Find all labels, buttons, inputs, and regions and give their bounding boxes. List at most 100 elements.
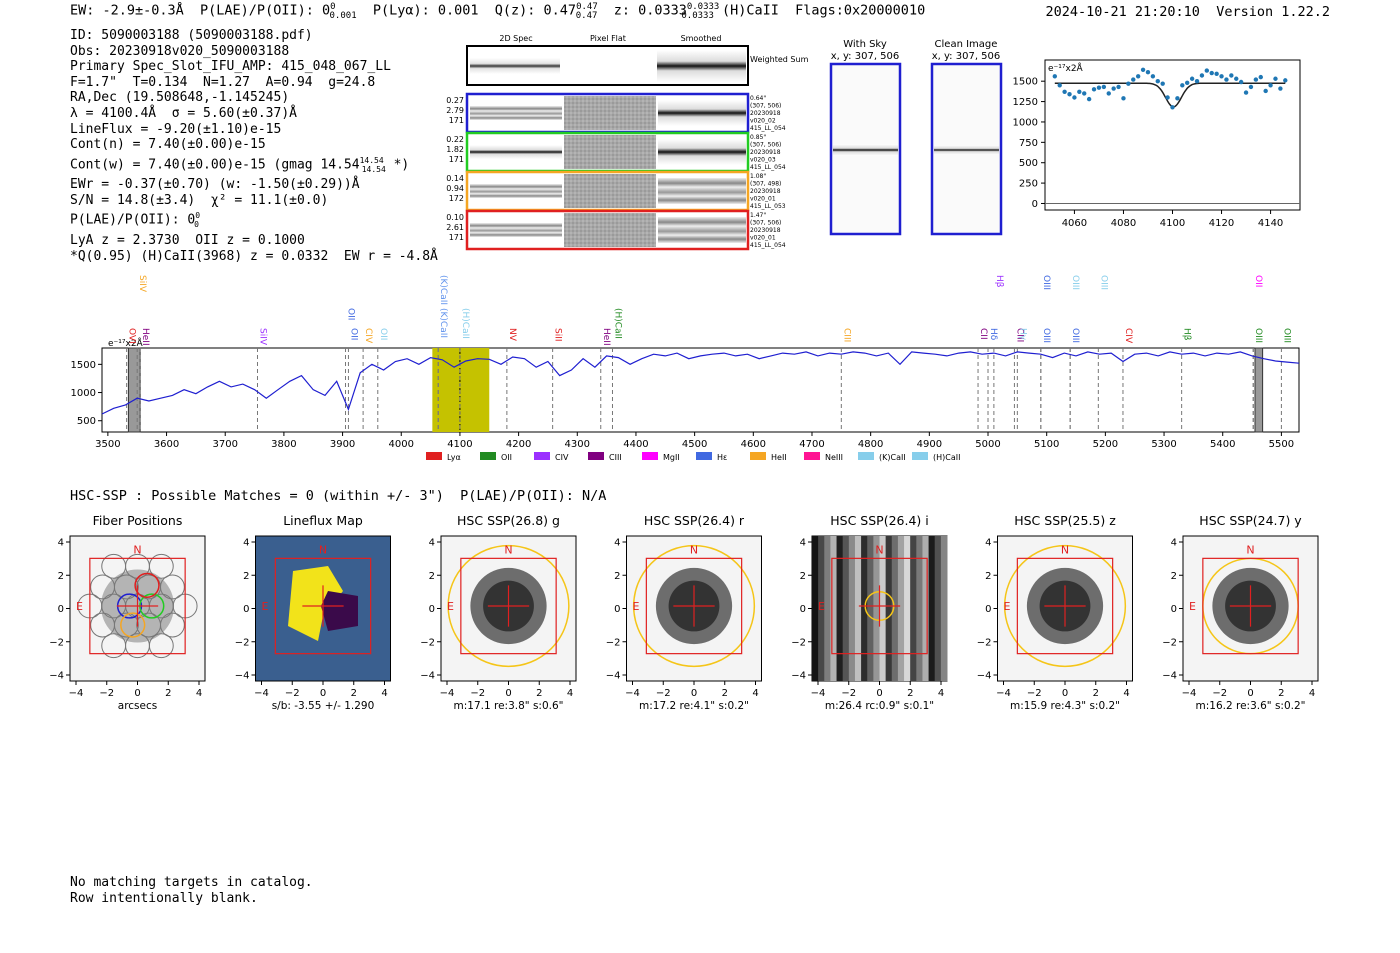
hsc-y-tick-label: 4: [429, 538, 435, 549]
cutout-right-value: (307, 498): [750, 181, 781, 188]
hsc-y-tick-label: 0: [243, 604, 249, 615]
hsc-x-tick-label: −2: [285, 688, 300, 699]
spectrum-y-tick-label: 1000: [71, 388, 96, 399]
fit-data-point: [1057, 83, 1062, 88]
line-label: (H)CaII: [612, 308, 622, 339]
striped-background: [818, 536, 825, 681]
cutout-left-value: 0.22: [446, 135, 464, 144]
legend-label: CIII: [609, 453, 622, 462]
hsc-x-tick-label: 4: [938, 688, 944, 699]
fit-data-point: [1170, 105, 1175, 110]
fit-data-point: [1180, 83, 1185, 88]
aperture-ellipse: [1003, 544, 1127, 668]
striped-background: [873, 536, 880, 681]
line-label: OII: [348, 328, 358, 340]
search-box: [274, 557, 372, 655]
fit-y-tick-label: 750: [1019, 138, 1038, 149]
fiber-circle: [160, 574, 185, 600]
cutout-panel: 2D Spec Pixel Flat Smoothed Weighted Sum…: [446, 34, 809, 251]
hsc-x-tick-label: 4: [1309, 688, 1315, 699]
hsc-x-tick-label: −2: [1027, 688, 1042, 699]
cutout-left-value: 2.61: [446, 223, 464, 232]
fit-data-point: [1067, 92, 1072, 97]
spectrum-x-tick-label: 3500: [95, 439, 120, 450]
hsc-x-tick-label: 0: [320, 688, 326, 699]
hsc-x-tick-label: 0: [691, 688, 697, 699]
striped-background: [848, 536, 856, 681]
spectrum-x-tick-label: 5100: [1034, 439, 1059, 450]
fit-y-tick-label: 250: [1019, 179, 1038, 190]
fit-data-point: [1185, 80, 1190, 86]
fit-data-point: [1150, 74, 1156, 79]
info-contw: Cont(w) = 7.40(±0.00)e-15 (gmag 14.5414.…: [70, 155, 410, 174]
legend-swatch: [588, 452, 604, 460]
hsc-imaging-panels: Fiber Positions N E −4 4 −2 2 0 0 2 −2 4 −4 arcsecs Li…: [49, 513, 1319, 712]
line-fit-chart: 4060 4080 4100 4120 4140 0 250 500 750 1000 1250 15…: [1013, 59, 1301, 229]
hsc-x-tick-label: 4: [1123, 688, 1129, 699]
legend-swatch: [426, 452, 442, 460]
hsc-y-tick-label: 4: [800, 538, 806, 549]
line-label: OII: [378, 328, 388, 340]
hsc-panel-title: HSC SSP(24.7) y: [1199, 513, 1302, 528]
fiber-circle: [148, 633, 174, 659]
line-label: OIII: [1041, 328, 1051, 343]
spectrum-x-tick-label: 5500: [1269, 439, 1294, 450]
cutout-right-value: 20230918: [750, 188, 781, 195]
line-label: CIV: [1123, 328, 1133, 344]
fit-data-point: [1238, 79, 1244, 85]
striped-background: [824, 536, 831, 681]
hsc-y-tick-label: 4: [243, 538, 249, 549]
info-plae: P(LAE)/P(OII): 000: [70, 211, 201, 230]
striped-background: [830, 536, 838, 681]
hsc-y-tick-label: −2: [977, 637, 992, 648]
line-label: NV: [507, 328, 517, 342]
spectrum-x-tick-label: 4500: [682, 439, 707, 450]
striped-background: [836, 536, 844, 681]
hsc-panel-caption: arcsecs: [118, 700, 157, 712]
striped-background: [885, 536, 893, 681]
fit-x-tick-label: 4100: [1160, 218, 1185, 229]
col-header-2d: 2D Spec: [499, 34, 532, 43]
hsc-y-tick-label: 4: [985, 538, 991, 549]
fit-data-point: [1062, 89, 1067, 94]
weighted-sum-label: Weighted Sum: [750, 55, 809, 64]
selected-fiber-circle: [120, 612, 146, 638]
fit-data-point: [1199, 73, 1205, 78]
catalog-note: No matching targets in catalog. Row inte…: [70, 875, 313, 906]
fit-data-point: [1253, 77, 1259, 82]
cutout-right-value: v020_03: [750, 157, 776, 164]
north-label: N: [1246, 544, 1254, 557]
hsc-y-tick-label: 4: [1171, 538, 1177, 549]
cutout-right-value: v020_01: [750, 196, 776, 203]
hsc-x-tick-label: 2: [536, 688, 542, 699]
cutout-right-value: 20230918: [750, 149, 781, 156]
fit-data-point: [1243, 90, 1249, 95]
hsc-x-tick-label: 2: [1278, 688, 1284, 699]
cutout-left-value: 171: [449, 155, 464, 164]
hsc-match-summary: HSC-SSP : Possible Matches = 0 (within +…: [70, 488, 607, 504]
hsc-y-tick-label: 2: [429, 571, 435, 582]
search-box: [831, 557, 928, 655]
hsc-panel-caption: m:17.2 re:4.1" s:0.2": [639, 700, 749, 712]
striped-background: [854, 536, 862, 681]
fit-data-point: [1175, 96, 1180, 101]
cutout-right-value: (307, 506): [750, 103, 781, 110]
line-label: SiIV: [137, 275, 147, 293]
masked-region: [127, 347, 141, 433]
selected-fiber-circle: [134, 572, 160, 599]
fit-y-tick-label: 1000: [1013, 117, 1038, 128]
fit-data-point: [1209, 70, 1214, 76]
line-label: OII: [1253, 275, 1263, 287]
hsc-x-tick-label: −4: [996, 688, 1011, 699]
fit-data-point: [1214, 71, 1219, 77]
hsc-x-tick-label: 0: [1062, 688, 1068, 699]
hsc-y-tick-label: −4: [606, 671, 621, 682]
hsc-y-tick-label: −4: [791, 671, 806, 682]
hsc-x-tick-label: 4: [381, 688, 387, 699]
north-label: N: [690, 544, 698, 557]
fit-data-point: [1229, 73, 1234, 78]
masked-region: [1254, 347, 1264, 433]
sky-panels: With Sky x, y: 307, 506 Clean Image x, y…: [829, 39, 1003, 236]
